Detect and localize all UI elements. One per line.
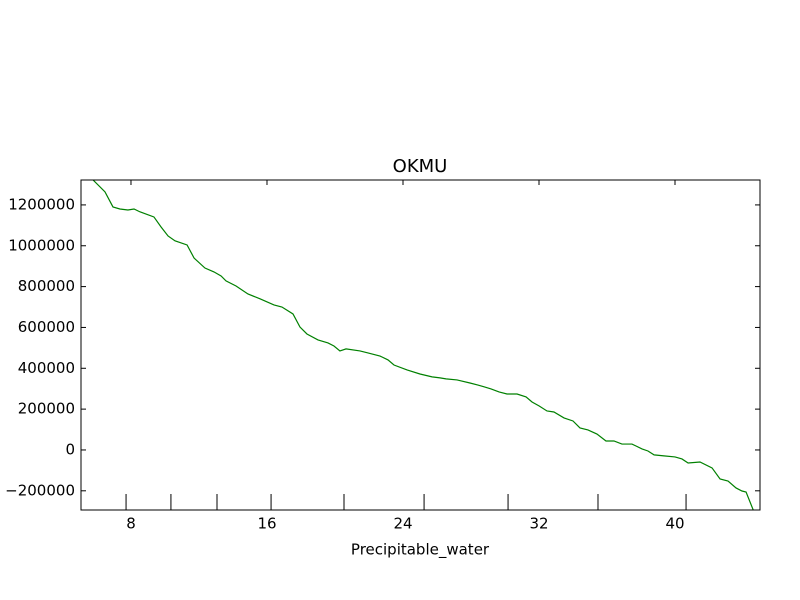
y-tick-label: −200000	[5, 481, 75, 499]
y-tick-label: 800000	[18, 277, 75, 295]
y-tick-label: 200000	[18, 400, 75, 418]
y-tick-label: 400000	[18, 359, 75, 377]
x-tick-label: 40	[665, 515, 684, 533]
x-tick-label: 8	[126, 515, 136, 533]
plot-frame	[80, 179, 761, 511]
x-tick-label: 32	[529, 515, 548, 533]
y-tick-label: 0	[65, 440, 75, 458]
x-tick-label: 24	[393, 515, 412, 533]
x-tick-label: 16	[257, 515, 276, 533]
data-line	[92, 180, 754, 510]
y-tick-label: 600000	[18, 318, 75, 336]
chart-title: OKMU	[393, 156, 448, 177]
y-tick-label: 1200000	[8, 195, 75, 213]
y-tick-label: 1000000	[8, 236, 75, 254]
x-axis-label: Precipitable_water	[351, 541, 490, 560]
